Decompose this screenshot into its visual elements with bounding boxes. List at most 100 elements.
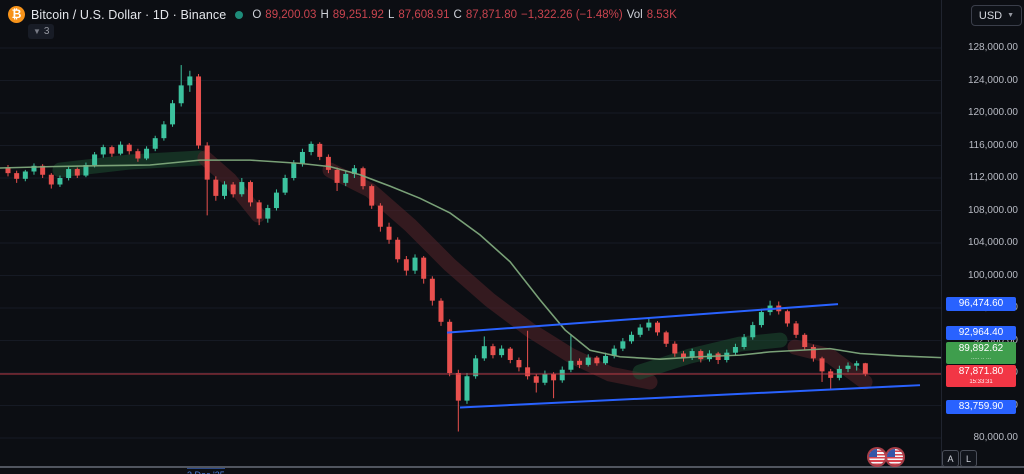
candle-body bbox=[412, 257, 418, 271]
price-tick-label: 80,000.00 bbox=[973, 432, 1019, 443]
candle-body bbox=[222, 184, 227, 196]
candle-body bbox=[144, 148, 150, 159]
candle-body bbox=[360, 168, 366, 187]
currency-label: USD bbox=[978, 9, 1003, 22]
candle-body bbox=[732, 347, 738, 353]
price-tick-label: 104,000.00 bbox=[967, 237, 1018, 248]
auto-scale-label: A bbox=[947, 453, 954, 464]
candle-body bbox=[481, 346, 487, 359]
candle-body bbox=[862, 363, 868, 375]
market-status-dot bbox=[235, 10, 244, 19]
candle-body bbox=[629, 334, 635, 342]
ma-ribbon bbox=[52, 150, 208, 178]
candle-body bbox=[239, 182, 245, 195]
trendline-price-label: 83,759.90 bbox=[946, 400, 1016, 415]
candle-body bbox=[40, 165, 46, 175]
candle-body bbox=[178, 85, 184, 104]
candle-body bbox=[447, 321, 453, 373]
candle-body bbox=[14, 173, 20, 179]
candle-body bbox=[247, 182, 253, 203]
candle-body bbox=[689, 351, 695, 358]
candle-body bbox=[585, 357, 591, 365]
chevron-down-icon: ▼ bbox=[1007, 12, 1015, 19]
candle-body bbox=[438, 300, 444, 322]
candle-body bbox=[74, 169, 80, 176]
candle-body bbox=[343, 173, 349, 183]
indicator-price-label: 89,892.62 ∙∙∙∙∙ ∙∙ ∙∙∙ bbox=[946, 341, 1016, 364]
open-value: 89,200.03 bbox=[265, 8, 317, 21]
candle-body bbox=[351, 168, 357, 174]
candle-body bbox=[282, 178, 288, 193]
bitcoin-icon: ₿ bbox=[8, 6, 25, 23]
collapsed-indicators-button[interactable]: ▼ 3 bbox=[28, 24, 55, 39]
candle-body bbox=[577, 360, 583, 365]
candle-body bbox=[793, 323, 799, 335]
log-scale-button[interactable]: L bbox=[960, 450, 977, 467]
candle-body bbox=[836, 368, 842, 378]
candle-body bbox=[750, 325, 756, 338]
candle-body bbox=[369, 186, 375, 206]
currency-toggle-button[interactable]: USD ▼ bbox=[971, 5, 1022, 26]
candle-body bbox=[325, 156, 331, 170]
candle-body bbox=[66, 169, 72, 178]
candle-body bbox=[455, 373, 461, 401]
price-tick-label: 100,000.00 bbox=[967, 269, 1018, 281]
candle-body bbox=[334, 169, 340, 183]
candle-body bbox=[135, 151, 141, 159]
candle-body bbox=[100, 147, 106, 155]
candle-body bbox=[741, 337, 747, 347]
price-tick-label: 108,000.00 bbox=[967, 204, 1018, 216]
candle-body bbox=[395, 239, 401, 260]
candle-body bbox=[291, 163, 297, 178]
candle-body bbox=[48, 174, 54, 185]
price-scale[interactable]: 128,000.00 124,000.00 120,000.00 116,000.00… bbox=[941, 0, 1024, 466]
candle-body bbox=[161, 124, 167, 139]
volume-label: Vol bbox=[626, 8, 643, 21]
candle-body bbox=[655, 322, 660, 333]
candle-body bbox=[507, 348, 513, 360]
economic-event-flag-icon[interactable] bbox=[887, 449, 903, 465]
symbol-title[interactable]: Bitcoin / U.S. Dollar · 1D · Binance bbox=[31, 7, 227, 22]
economic-event-flag-icon[interactable] bbox=[869, 449, 885, 465]
low-value: 87,608.91 bbox=[398, 8, 450, 21]
candle-body bbox=[594, 357, 600, 364]
candle-body bbox=[559, 369, 565, 381]
volume-value: 8.53K bbox=[646, 8, 677, 21]
candle-body bbox=[213, 179, 219, 196]
candle-body bbox=[620, 341, 626, 349]
candle-body bbox=[464, 376, 470, 401]
candle-body bbox=[828, 371, 834, 378]
price-tick-label: 92,000.00 bbox=[973, 334, 1019, 346]
candle-body bbox=[92, 154, 98, 165]
candle-body bbox=[83, 165, 89, 176]
candle-body bbox=[698, 351, 704, 360]
price-tick-label: 124,000.00 bbox=[967, 74, 1018, 86]
candle-body bbox=[265, 208, 271, 219]
price-tick-label: 116,000.00 bbox=[968, 139, 1018, 151]
candle-body bbox=[377, 205, 383, 227]
candle-body bbox=[525, 367, 531, 377]
close-label: C bbox=[453, 8, 462, 21]
candle-body bbox=[672, 343, 678, 354]
price-chip-subtext: ∙∙∙∙∙ ∙∙ ∙∙∙ bbox=[970, 355, 991, 362]
candle-body bbox=[499, 348, 505, 356]
price-tick-label: 120,000.00 bbox=[967, 107, 1018, 118]
candle-body bbox=[386, 226, 392, 240]
candle-body bbox=[421, 257, 427, 279]
candle-body bbox=[22, 171, 28, 179]
candle-body bbox=[611, 348, 617, 356]
candle-body bbox=[810, 347, 816, 359]
candle-body bbox=[126, 144, 132, 152]
price-tick-label: 112,000.00 bbox=[968, 172, 1018, 183]
time-axis-date-label: 3 Dec '25 bbox=[187, 468, 225, 474]
candle-body bbox=[308, 143, 314, 152]
candle-body bbox=[542, 373, 548, 383]
ohlc-values: O 89,200.03 H 89,251.92 L 87,608.91 C 87,871… bbox=[252, 9, 676, 21]
log-scale-label: L bbox=[965, 453, 971, 464]
candle-body bbox=[784, 311, 790, 324]
symbol-legend[interactable]: ₿ Bitcoin / U.S. Dollar · 1D · Binance O… bbox=[8, 6, 677, 23]
trendline-drawing bbox=[446, 303, 839, 334]
auto-scale-button[interactable]: A bbox=[942, 450, 959, 467]
